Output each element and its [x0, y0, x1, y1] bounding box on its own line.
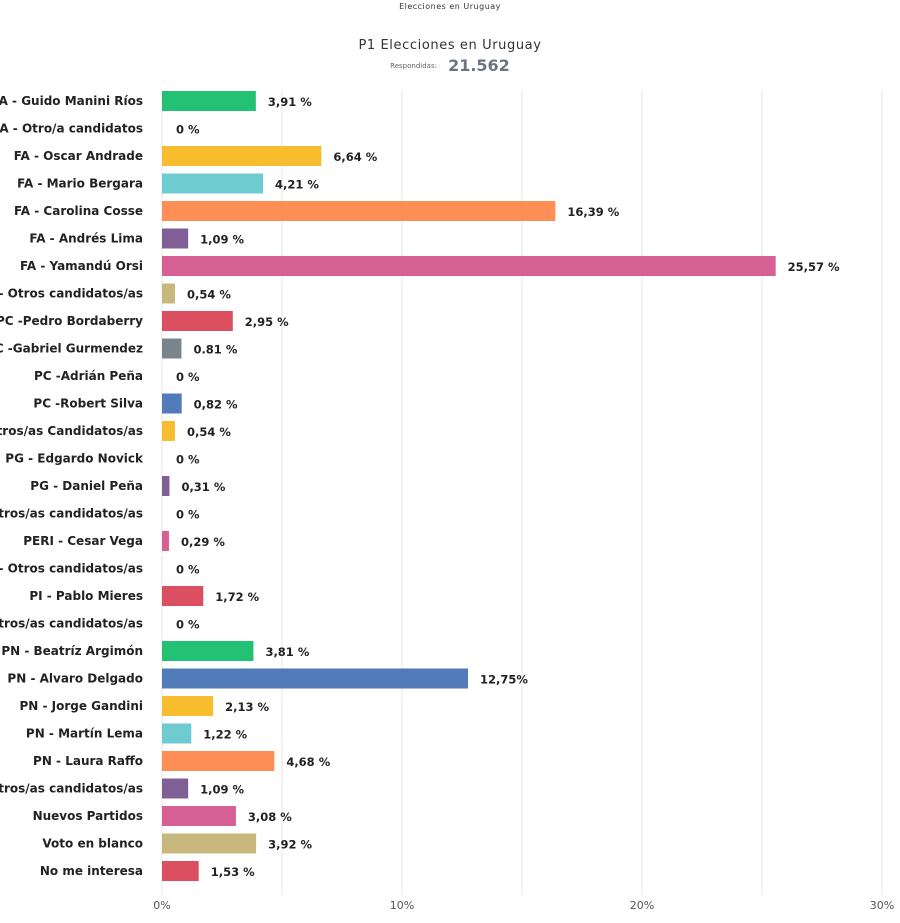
- category-label: PN - Martín Lema: [26, 727, 143, 741]
- bar: [162, 91, 256, 111]
- value-label: 4,68 %: [286, 755, 330, 769]
- x-axis-ticks: 0% 10% 20% 30%: [153, 899, 894, 912]
- category-label: PG - Daniel Peña: [30, 479, 143, 493]
- bars: [162, 91, 776, 881]
- top-caption: Elecciones en Uruguay: [399, 2, 501, 11]
- value-label: 0,54 %: [187, 288, 231, 302]
- value-label: 6,64 %: [333, 150, 377, 164]
- value-label: 4,21 %: [275, 178, 319, 192]
- category-label: PN - Alvaro Delgado: [7, 672, 143, 686]
- category-label: FA - Mario Bergara: [17, 177, 143, 191]
- x-tick-label: 30%: [870, 899, 894, 912]
- category-label: FA - Yamandú Orsi: [20, 259, 143, 273]
- bar: [162, 228, 189, 249]
- category-labels: CA - Guido Manini Ríos CA - Otro/a candid…: [0, 94, 144, 878]
- bar: [162, 256, 776, 276]
- bar: [162, 421, 175, 441]
- bar: [162, 778, 189, 799]
- value-label: 1,09 %: [200, 233, 244, 247]
- category-label: PC -Gabriel Gurmendez: [0, 342, 143, 356]
- category-label: FA - Andrés Lima: [29, 232, 143, 246]
- value-label: 0.81 %: [193, 343, 237, 357]
- value-label: 2,95 %: [245, 315, 289, 329]
- value-label: 1,09 %: [200, 783, 244, 797]
- chart-title: P1 Elecciones en Uruguay: [358, 38, 542, 53]
- bar: [162, 476, 170, 496]
- responses-label: Respondidas:: [390, 61, 437, 70]
- value-label: 0 %: [176, 370, 200, 384]
- bar: [162, 668, 468, 689]
- category-label: PN - Jorge Gandini: [19, 699, 143, 713]
- category-label: PC -Pedro Bordaberry: [0, 314, 143, 328]
- category-label: No me interesa: [40, 864, 143, 878]
- value-label: 1,72 %: [215, 590, 259, 604]
- category-label: PC -Robert Silva: [33, 397, 143, 411]
- category-label: CA - Guido Manini Ríos: [0, 94, 143, 108]
- value-label: 12,75%: [480, 673, 528, 687]
- bar: [162, 723, 192, 744]
- category-label: -Otros/as Candidatos/as: [0, 424, 143, 438]
- category-label: ERI - Otros candidatos/as: [0, 562, 143, 576]
- value-label: 0,82 %: [194, 398, 238, 412]
- value-label: 0 %: [176, 508, 200, 522]
- bar: [162, 751, 275, 771]
- grid-lines: [161, 90, 883, 895]
- bar: [162, 393, 182, 414]
- bar: [162, 283, 175, 304]
- value-label: 3,92 %: [268, 838, 312, 852]
- category-label: FA - Carolina Cosse: [14, 204, 143, 218]
- value-label: 3,91 %: [268, 95, 312, 109]
- category-label: PI - Pablo Mieres: [29, 589, 143, 603]
- value-label: 16,39 %: [567, 205, 619, 219]
- category-label: FA - Oscar Andrade: [14, 149, 143, 163]
- category-label: CA - Otro/a candidatos: [0, 122, 143, 136]
- bar: [162, 861, 199, 881]
- value-label: 0 %: [176, 563, 200, 577]
- x-tick-label: 20%: [630, 899, 654, 912]
- x-tick-label: 0%: [153, 899, 170, 912]
- responses-summary: Respondidas: 21.562: [0, 55, 900, 75]
- bar: [162, 201, 556, 221]
- value-label: 1,53 %: [211, 865, 255, 879]
- value-label: 0 %: [176, 453, 200, 467]
- bar: [162, 696, 214, 716]
- bar: [162, 586, 204, 606]
- bar: [162, 311, 233, 331]
- value-label: 0 %: [176, 618, 200, 632]
- category-label: - Otros/as candidatos/as: [0, 617, 143, 631]
- category-label: PC -Adrián Peña: [34, 369, 143, 383]
- bar: [162, 531, 169, 551]
- category-label: PN - Laura Raffo: [33, 754, 143, 768]
- value-label: 25,57 %: [788, 260, 840, 274]
- category-label: PERI - Cesar Vega: [23, 534, 143, 548]
- value-label: 2,13 %: [225, 700, 269, 714]
- value-label: 0,54 %: [187, 425, 231, 439]
- value-label: 3,81 %: [265, 645, 309, 659]
- category-label: Nuevos Partidos: [33, 809, 143, 823]
- category-label: PG - Edgardo Novick: [5, 452, 144, 466]
- bar: [162, 833, 257, 854]
- value-label: 0,29 %: [181, 535, 225, 549]
- value-labels: 3,91 % 0 % 6,64 % 4,21 % 16,39 % 1,09 % 25,57 …: [176, 95, 840, 879]
- bar: [162, 806, 236, 826]
- value-label: 0,31 %: [181, 480, 225, 494]
- value-label: 1,22 %: [203, 728, 247, 742]
- category-label: FA - Otros candidatos/as: [0, 287, 143, 301]
- x-tick-label: 10%: [390, 899, 414, 912]
- bar: [162, 173, 264, 194]
- value-label: 0 %: [176, 123, 200, 137]
- category-label: Voto en blanco: [42, 837, 143, 851]
- bar: [162, 146, 322, 166]
- responses-count: 21.562: [448, 56, 510, 75]
- bar: [162, 338, 182, 359]
- category-label: PN - Beatríz Argimón: [1, 644, 143, 658]
- value-label: 3,08 %: [248, 810, 292, 824]
- bar: [162, 641, 254, 661]
